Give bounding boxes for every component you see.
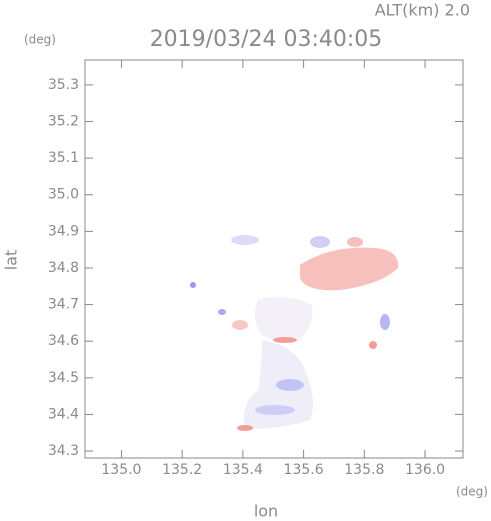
echo	[369, 341, 377, 349]
y-tick-label: 34.6	[48, 333, 79, 349]
echo	[273, 337, 297, 343]
y-tick-label: 35.3	[48, 77, 79, 93]
echo	[190, 282, 196, 288]
y-tick-label: 34.9	[48, 223, 79, 239]
echo	[300, 247, 399, 291]
echo	[255, 405, 295, 415]
x-unit: (deg)	[456, 485, 488, 499]
y-tick-label: 34.7	[48, 297, 79, 313]
y-tick-label: 35.0	[48, 187, 79, 203]
plot-frame	[84, 59, 464, 459]
altitude-label: ALT(km) 2.0	[375, 1, 470, 20]
y-tick-label: 34.3	[48, 443, 79, 459]
echo	[232, 320, 248, 330]
x-tick-label: 135.6	[284, 462, 324, 478]
y-tick-label: 34.8	[48, 260, 79, 276]
echo	[218, 309, 226, 315]
echo	[380, 314, 390, 330]
y-axis-label: lat	[2, 250, 21, 271]
y-tick-label: 34.5	[48, 370, 79, 386]
echo	[237, 425, 253, 431]
x-tick-label: 135.4	[223, 462, 263, 478]
y-tick-label: 35.1	[48, 150, 79, 166]
y-tick-label: 34.4	[48, 406, 79, 422]
echo	[310, 236, 330, 248]
chart-title: 2019/03/24 03:40:05	[150, 27, 383, 52]
echo-field	[190, 235, 399, 431]
x-tick-label: 135.8	[344, 462, 384, 478]
echo	[347, 237, 363, 247]
echo	[231, 235, 259, 245]
echo	[276, 379, 304, 391]
x-tick-label: 135.0	[101, 462, 141, 478]
echo	[254, 296, 313, 342]
y-tick-label: 35.2	[48, 114, 79, 130]
x-tick-label: 135.2	[162, 462, 202, 478]
y-unit: (deg)	[24, 33, 56, 47]
x-axis-label: lon	[254, 502, 278, 521]
x-tick-label: 136.0	[405, 462, 445, 478]
